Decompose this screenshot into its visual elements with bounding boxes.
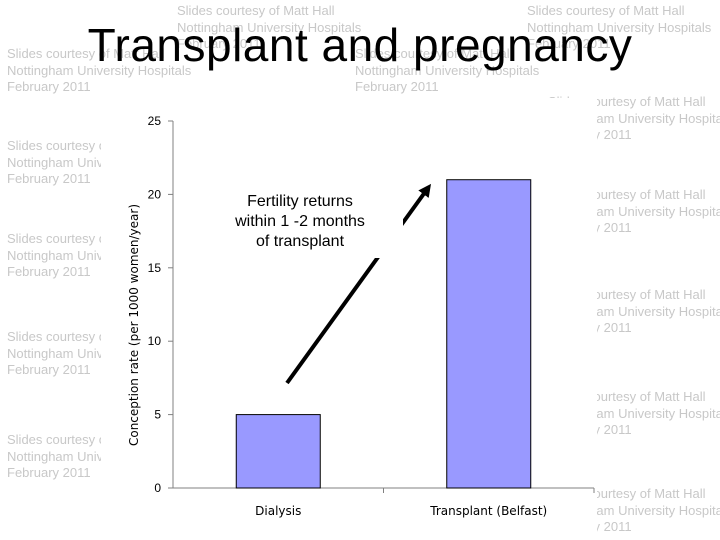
watermark-line-3: February 2011 xyxy=(7,79,91,94)
watermark-line-2: Nottingham University Hospitals xyxy=(355,62,540,78)
bar xyxy=(446,179,532,489)
slide-title: Transplant and pregnancy xyxy=(87,19,633,71)
arrow-line xyxy=(285,183,432,385)
annotation-line: Fertility returns xyxy=(247,193,353,210)
watermark-block: Slides courtesy of Matt Hall Nottingham U… xyxy=(527,3,711,53)
annotation-box xyxy=(219,186,403,258)
y-tick-label: 5 xyxy=(154,408,161,422)
y-tick-label: 10 xyxy=(148,334,162,348)
watermark-block: Slides courtesy of Matt Hall Nottingham U… xyxy=(177,3,361,53)
watermark-line-3: February 2011 xyxy=(7,171,91,186)
watermark-line-1: Slides courtesy of Matt Hall xyxy=(355,46,513,61)
watermark-line-3: February 2011 xyxy=(355,79,439,94)
watermark-line-3: February 2011 xyxy=(7,264,91,279)
y-tick-label: 0 xyxy=(154,481,161,495)
watermark-line-3: February 2011 xyxy=(7,362,91,377)
watermark-line-1: Slides courtesy of Matt Hall xyxy=(7,46,165,61)
watermark-line-1: Slides courtesy of Matt Hall xyxy=(527,3,685,18)
chart-categories: Dialysis Transplant (Belfast) xyxy=(255,488,595,518)
x-category-label: Transplant (Belfast) xyxy=(429,504,547,518)
watermark-block: Slides courtesy of Matt Hall Nottingham U… xyxy=(355,46,539,96)
annotation-line: of transplant xyxy=(256,233,345,250)
y-tick-label: 20 xyxy=(148,187,162,201)
watermark-line-2: Nottingham University Hospitals xyxy=(7,62,192,78)
chart-ticks: 0 5 10 15 20 25 xyxy=(148,114,173,495)
watermark-line-2: Nottingham University Hospitals xyxy=(177,19,362,35)
x-category-label: Dialysis xyxy=(255,504,301,518)
bar xyxy=(235,414,321,489)
annotation-text: Fertility returns within 1 -2 months of tr… xyxy=(219,186,403,258)
chart-panel: 0 5 10 15 20 25 Dialysis Transplant (Belfast) … xyxy=(101,98,597,540)
chart-bars xyxy=(235,179,532,489)
annotation-arrow xyxy=(285,183,432,385)
y-tick-label: 25 xyxy=(148,114,162,128)
watermark-line-3: February 2011 xyxy=(177,36,261,51)
y-axis-title: Conception rate (per 1000 women/year) xyxy=(127,204,141,446)
watermark-block: Slides courtesy of Matt Hall Nottingham U… xyxy=(7,46,191,96)
watermark-line-2: Nottingham University Hospitals xyxy=(527,19,712,35)
watermark-line-3: February 2011 xyxy=(7,465,91,480)
annotation-line: within 1 -2 months xyxy=(234,213,365,230)
y-tick-label: 15 xyxy=(148,261,162,275)
watermark-line-3: February 2011 xyxy=(527,36,611,51)
watermark-line-1: Slides courtesy of Matt Hall xyxy=(177,3,335,18)
